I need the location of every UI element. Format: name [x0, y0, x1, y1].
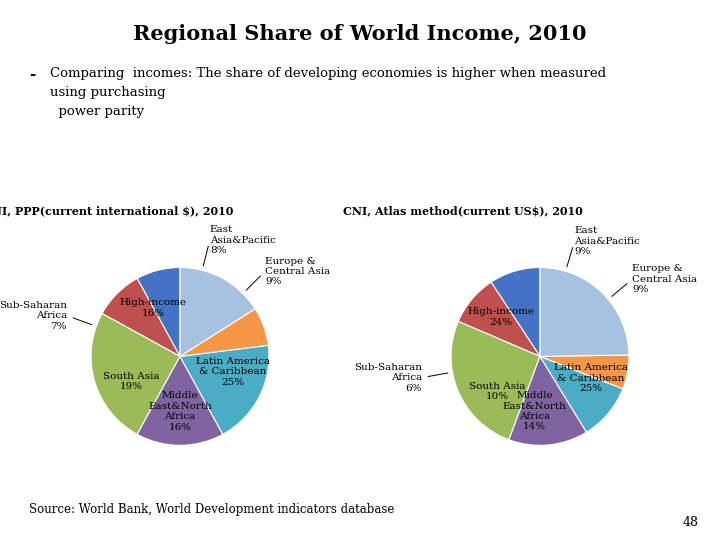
Text: Sub-Saharan
Africa
7%: Sub-Saharan Africa 7%: [0, 301, 67, 330]
Text: using purchasing: using purchasing: [50, 86, 166, 99]
Wedge shape: [540, 355, 629, 389]
Text: power parity: power parity: [50, 105, 145, 118]
Wedge shape: [137, 267, 180, 356]
Text: Comparing  incomes: The share of developing economies is higher when measured: Comparing incomes: The share of developi…: [50, 68, 606, 80]
Text: 48: 48: [683, 516, 698, 529]
Wedge shape: [540, 267, 629, 356]
Text: South Asia
10%: South Asia 10%: [469, 382, 526, 401]
Text: Middle
East&North
Africa
16%: Middle East&North Africa 16%: [148, 392, 212, 431]
Wedge shape: [540, 356, 623, 432]
Wedge shape: [451, 321, 540, 440]
Text: Regional Share of World Income, 2010: Regional Share of World Income, 2010: [133, 24, 587, 44]
Wedge shape: [458, 282, 540, 356]
Wedge shape: [491, 267, 540, 356]
Text: Middle
East&North
Africa
14%: Middle East&North Africa 14%: [503, 391, 567, 431]
Text: High-income
24%: High-income 24%: [468, 307, 535, 327]
Text: Latin America
& Caribbean
25%: Latin America & Caribbean 25%: [196, 357, 270, 387]
Wedge shape: [91, 314, 180, 434]
Text: Europe &
Central Asia
9%: Europe & Central Asia 9%: [265, 256, 330, 286]
Wedge shape: [180, 345, 269, 434]
Text: Latin America
& Caribbean
25%: Latin America & Caribbean 25%: [554, 363, 628, 393]
Wedge shape: [509, 356, 587, 446]
Wedge shape: [137, 356, 223, 446]
Text: Europe &
Central Asia
9%: Europe & Central Asia 9%: [632, 265, 697, 294]
Text: CNI, Atlas method(current US$), 2010: CNI, Atlas method(current US$), 2010: [343, 206, 583, 217]
Text: East
Asia&Pacific
9%: East Asia&Pacific 9%: [575, 226, 640, 256]
Text: CNI, PPP(current international $), 2010: CNI, PPP(current international $), 2010: [0, 206, 234, 217]
Wedge shape: [102, 279, 180, 356]
Text: High-income
16%: High-income 16%: [120, 299, 187, 318]
Text: East
Asia&Pacific
8%: East Asia&Pacific 8%: [210, 225, 276, 255]
Text: Source: World Bank, World Development indicators database: Source: World Bank, World Development in…: [29, 503, 394, 516]
Wedge shape: [180, 267, 255, 356]
Text: -: -: [29, 68, 35, 82]
Text: Sub-Saharan
Africa
6%: Sub-Saharan Africa 6%: [354, 363, 422, 393]
Text: South Asia
19%: South Asia 19%: [103, 372, 159, 391]
Wedge shape: [180, 309, 269, 356]
